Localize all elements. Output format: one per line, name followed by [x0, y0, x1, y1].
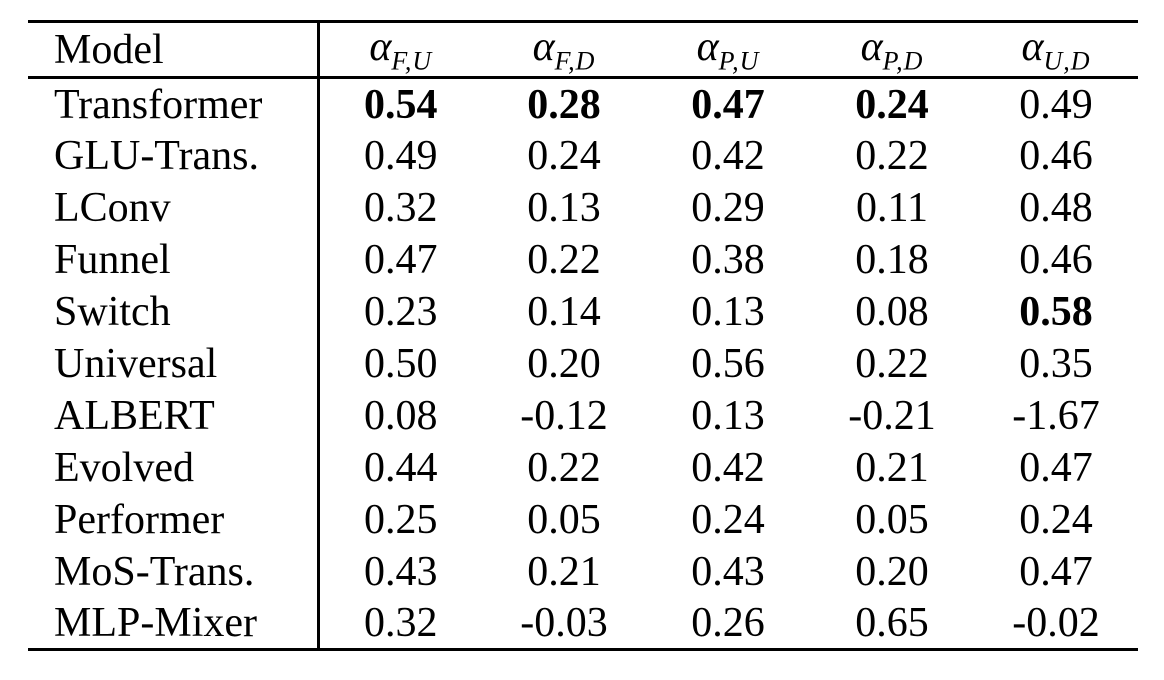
alpha-subscript: F,U: [391, 46, 433, 76]
value-cell: -0.02: [974, 597, 1138, 652]
model-name: Performer: [54, 496, 225, 543]
table-row: Universal 0.50 0.20 0.56 0.22 0.35: [28, 337, 1138, 390]
value-cell: 0.47: [1019, 548, 1093, 595]
value-cell: 0.38: [691, 236, 765, 283]
model-column-header: Model: [28, 19, 318, 80]
value-cell: 0.58: [1019, 288, 1093, 335]
alpha-symbol: α: [696, 24, 719, 70]
value-cell: 0.44: [316, 441, 482, 494]
alpha-ud-header: αU,D: [974, 19, 1138, 80]
alpha-symbol: α: [532, 24, 555, 70]
value-cell: 0.42: [691, 132, 765, 179]
table-header-row: Model αF,U αF,D αP,U αP,D αU,D: [28, 19, 1138, 80]
table-row: MLP-Mixer 0.32 -0.03 0.26 0.65 -0.02: [28, 597, 1138, 652]
model-name: Universal: [54, 340, 218, 387]
value-cell: 0.29: [691, 184, 765, 231]
model-name: LConv: [54, 184, 171, 231]
value-cell: 0.48: [1019, 184, 1093, 231]
model-name: Funnel: [54, 236, 171, 283]
value-cell: 0.22: [527, 236, 601, 283]
results-table: Model αF,U αF,D αP,U αP,D αU,D Transfor: [28, 19, 1138, 652]
value-cell: 0.43: [316, 545, 482, 598]
value-cell: -0.12: [520, 392, 608, 439]
value-cell: 0.22: [855, 340, 929, 387]
value-cell: 0.49: [316, 129, 482, 182]
alpha-fd-header: αF,D: [482, 19, 646, 80]
value-cell: 0.08: [855, 288, 929, 335]
model-name: ALBERT: [54, 392, 215, 439]
value-cell: 0.25: [316, 493, 482, 546]
value-cell: 0.46: [1019, 132, 1093, 179]
value-cell: 0.20: [855, 548, 929, 595]
value-cell: 0.21: [855, 444, 929, 491]
value-cell: 0.23: [316, 285, 482, 338]
value-cell: 0.26: [646, 597, 810, 652]
value-cell: 0.32: [316, 597, 482, 652]
value-cell: 0.47: [691, 81, 765, 128]
value-cell: 0.65: [810, 597, 974, 652]
value-cell: 0.28: [527, 81, 601, 128]
value-cell: 0.54: [316, 77, 482, 130]
table-row: ALBERT 0.08 -0.12 0.13 -0.21 -1.67: [28, 389, 1138, 442]
table-row: GLU-Trans. 0.49 0.24 0.42 0.22 0.46: [28, 129, 1138, 182]
alpha-symbol: α: [1021, 24, 1044, 70]
model-name: MoS-Trans.: [54, 548, 255, 595]
table-row: Switch 0.23 0.14 0.13 0.08 0.58: [28, 285, 1138, 338]
value-cell: -1.67: [1012, 392, 1100, 439]
value-cell: -0.03: [482, 597, 646, 652]
value-cell: 0.05: [855, 496, 929, 543]
value-cell: 0.13: [527, 184, 601, 231]
value-cell: 0.05: [527, 496, 601, 543]
alpha-pd-header: αP,D: [810, 19, 974, 80]
alpha-subscript: P,D: [882, 46, 924, 76]
value-cell: 0.50: [316, 337, 482, 390]
table-row: MoS-Trans. 0.43 0.21 0.43 0.20 0.47: [28, 545, 1138, 598]
value-cell: 0.24: [527, 132, 601, 179]
value-cell: 0.21: [527, 548, 601, 595]
value-cell: 0.56: [691, 340, 765, 387]
model-name: Evolved: [54, 444, 194, 491]
table-row: Evolved 0.44 0.22 0.42 0.21 0.47: [28, 441, 1138, 494]
model-name: GLU-Trans.: [54, 132, 259, 179]
alpha-pu-header: αP,U: [646, 19, 810, 80]
alpha-subscript: U,D: [1043, 46, 1091, 76]
value-cell: 0.24: [855, 81, 929, 128]
table-body: Transformer 0.54 0.28 0.47 0.24 0.49 GLU…: [28, 77, 1138, 652]
value-cell: 0.14: [527, 288, 601, 335]
alpha-subscript: F,D: [554, 46, 596, 76]
model-name: Switch: [54, 288, 171, 335]
alpha-symbol: α: [860, 24, 883, 70]
value-cell: 0.47: [316, 233, 482, 286]
value-cell: 0.43: [691, 548, 765, 595]
value-cell: 0.47: [1019, 444, 1093, 491]
alpha-subscript: P,U: [718, 46, 760, 76]
value-cell: 0.20: [527, 340, 601, 387]
model-name: MLP-Mixer: [28, 597, 318, 652]
value-cell: 0.22: [855, 132, 929, 179]
model-name: Transformer: [54, 81, 263, 128]
table-row: LConv 0.32 0.13 0.29 0.11 0.48: [28, 181, 1138, 234]
value-cell: 0.49: [1019, 81, 1093, 128]
results-table-container: Model αF,U αF,D αP,U αP,D αU,D Transfor: [28, 19, 1138, 652]
table-row: Transformer 0.54 0.28 0.47 0.24 0.49: [28, 77, 1138, 130]
value-cell: -0.21: [848, 392, 936, 439]
value-cell: 0.32: [316, 181, 482, 234]
value-cell: 0.42: [691, 444, 765, 491]
value-cell: 0.11: [856, 184, 928, 231]
table-row: Performer 0.25 0.05 0.24 0.05 0.24: [28, 493, 1138, 546]
value-cell: 0.13: [691, 392, 765, 439]
value-cell: 0.35: [1019, 340, 1093, 387]
alpha-fu-header: αF,U: [316, 19, 482, 80]
value-cell: 0.24: [1019, 496, 1093, 543]
alpha-symbol: α: [369, 24, 392, 70]
value-cell: 0.24: [691, 496, 765, 543]
value-cell: 0.18: [855, 236, 929, 283]
value-cell: 0.13: [691, 288, 765, 335]
table-row: Funnel 0.47 0.22 0.38 0.18 0.46: [28, 233, 1138, 286]
value-cell: 0.22: [527, 444, 601, 491]
value-cell: 0.46: [1019, 236, 1093, 283]
value-cell: 0.08: [316, 389, 482, 442]
